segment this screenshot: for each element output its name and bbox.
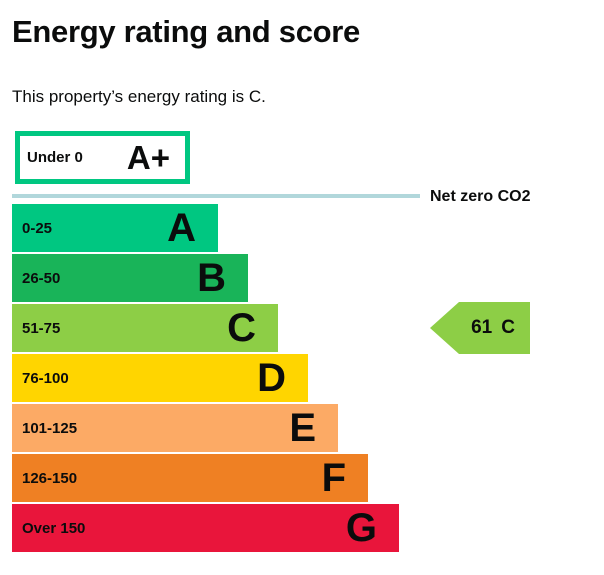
rating-summary-text: This property’s energy rating is C. — [12, 87, 266, 106]
band-letter: A+ — [126, 139, 170, 176]
net-zero-line — [12, 194, 420, 198]
band-row-d: 76-100 D — [12, 354, 308, 402]
page-title: Energy rating and score — [12, 14, 360, 49]
band-row-g: Over 150 G — [12, 504, 399, 552]
band-range-label: 126-150 — [22, 469, 78, 487]
band-letter: A — [167, 206, 196, 250]
band-range-label: 0-25 — [22, 219, 53, 237]
score-rating-letter: C — [501, 317, 515, 338]
band-row-c: 51-75 C — [12, 304, 278, 352]
band-range-label: 26-50 — [22, 269, 61, 287]
band-letter: C — [227, 306, 256, 350]
net-zero-label: Net zero CO2 — [430, 188, 531, 205]
band-row-f: 126-150 F — [12, 454, 368, 502]
band-letter: F — [321, 456, 346, 500]
band-row-b: 26-50 B — [12, 254, 248, 302]
band-row-e: 101-125 E — [12, 404, 338, 452]
band-range-label: 101-125 — [22, 419, 78, 437]
band-range-label: Under 0 — [27, 149, 83, 166]
band-letter: G — [345, 506, 377, 550]
band-range-label: 76-100 — [22, 369, 69, 387]
band-letter: D — [257, 356, 286, 400]
band-letter: B — [197, 256, 226, 300]
band-row-a: 0-25 A — [12, 204, 218, 252]
rating-scale: 0-25 A 26-50 B 51-75 C 76-100 D 101-125 … — [12, 204, 399, 554]
score-indicator-arrow: 61 C — [430, 302, 530, 354]
band-letter: E — [289, 406, 316, 450]
band-range-label: Over 150 — [22, 519, 86, 537]
score-value: 61 — [471, 317, 493, 338]
band-range-label: 51-75 — [22, 319, 61, 337]
band-row-a-plus: Under 0 A+ — [15, 131, 190, 184]
